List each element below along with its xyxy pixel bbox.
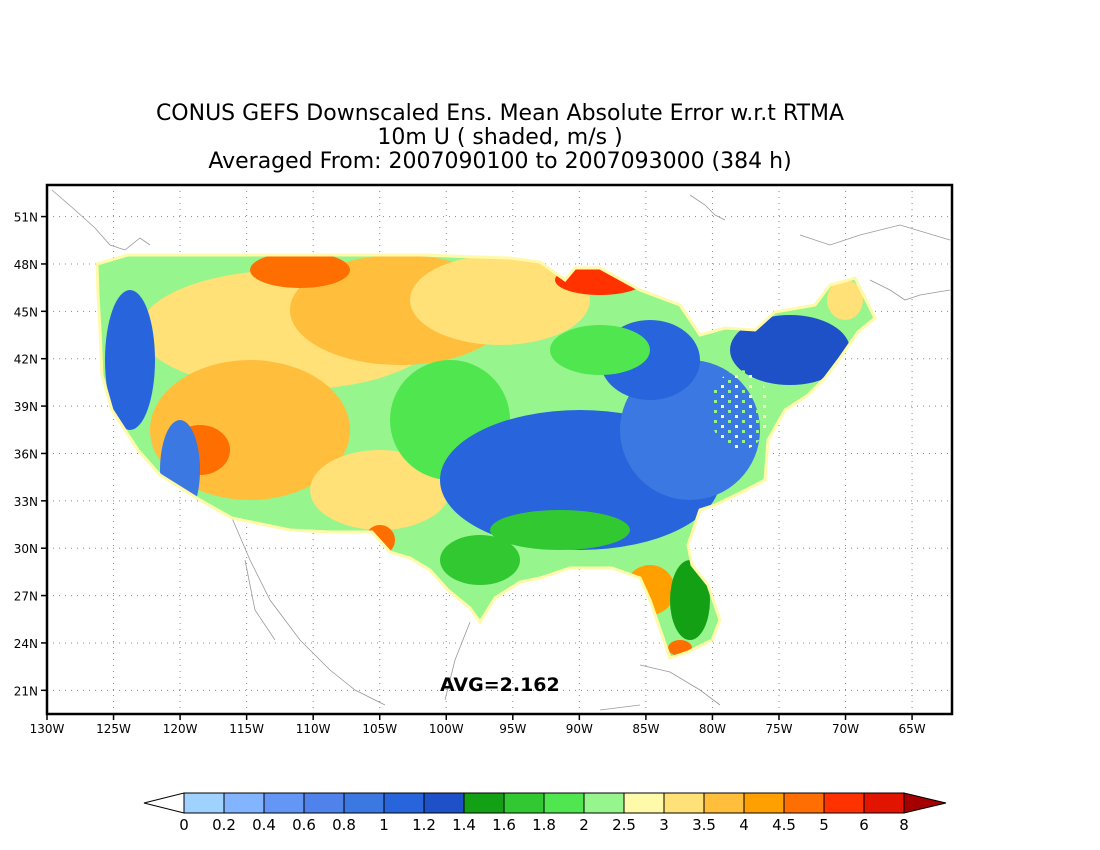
colorbar-label: 2 [579, 816, 589, 834]
lat-tick-label: 33N [14, 495, 38, 509]
colorbar-label: 6 [859, 816, 869, 834]
lat-tick-label: 48N [14, 258, 38, 272]
colorbar-bin [823, 792, 865, 814]
lon-tick-label: 105W [362, 722, 397, 736]
lat-tick-label: 45N [14, 305, 38, 319]
lon-tick-label: 115W [229, 722, 264, 736]
colorbar-bin [663, 792, 705, 814]
average-value: AVG=2.162 [440, 674, 560, 696]
colorbar-label: 8 [899, 816, 909, 834]
lat-tick-label: 51N [14, 211, 38, 225]
colorbar-bin [543, 792, 585, 814]
colorbar-label: 1.4 [452, 816, 476, 834]
lat-tick-label: 42N [14, 353, 38, 367]
lat-tick-label: 36N [14, 447, 38, 461]
lat-tick-label: 27N [14, 590, 38, 604]
colorbar-label: 0.6 [292, 816, 316, 834]
colorbar-bin [743, 792, 785, 814]
lon-tick-label: 70W [832, 722, 859, 736]
lon-tick-label: 100W [429, 722, 464, 736]
colorbar-label: 1.2 [412, 816, 436, 834]
colorbar-label: 0.2 [212, 816, 236, 834]
conus-border [95, 253, 877, 660]
title-line-1: CONUS GEFS Downscaled Ens. Mean Absolute… [155, 101, 845, 126]
colorbar-label: 0.4 [252, 816, 276, 834]
colorbar-label: 3.5 [692, 816, 716, 834]
lon-tick-label: 80W [699, 722, 726, 736]
colorbar-label: 1 [379, 816, 389, 834]
colorbar-bin [383, 792, 425, 814]
colorbar-label: 4.5 [772, 816, 796, 834]
map-frame [45, 183, 954, 716]
lon-tick-label: 130W [30, 722, 65, 736]
colorbar-bin [423, 792, 465, 814]
lon-tick-label: 65W [899, 722, 926, 736]
colorbar-label: 4 [739, 816, 749, 834]
colorbar-bin [263, 792, 305, 814]
colorbar-label: 2.5 [612, 816, 636, 834]
colorbar-bin [223, 792, 265, 814]
lon-tick-label: 85W [632, 722, 659, 736]
colorbar-bin [783, 792, 825, 814]
colorbar-label: 3 [659, 816, 669, 834]
longitude-labels: 130W 125W 120W 115W 110W 105W 100W 95W 90W 85W 80W… [30, 714, 926, 736]
colorbar-bin [583, 792, 625, 814]
lon-tick-label: 125W [96, 722, 131, 736]
colorbar-under-arrow [143, 792, 185, 814]
colorbar-bin [503, 792, 545, 814]
title-line-2: 10m U ( shaded, m/s ) [377, 125, 623, 150]
colorbar-label: 1.8 [532, 816, 556, 834]
colorbar-label: 5 [819, 816, 829, 834]
coastline-outlines [51, 189, 951, 711]
lat-tick-label: 39N [14, 400, 38, 414]
lon-tick-label: 110W [296, 722, 331, 736]
lon-tick-label: 75W [765, 722, 792, 736]
lon-tick-label: 90W [566, 722, 593, 736]
colorbar-bin [183, 792, 225, 814]
colorbar-bin [863, 792, 905, 814]
map-title: CONUS GEFS Downscaled Ens. Mean Absolute… [40, 102, 960, 174]
lat-tick-label: 24N [14, 637, 38, 651]
colorbar: 0 0.2 0.4 0.6 0.8 1 1.2 1.4 1.6 1.8 2 2.5 3 3.5 4 4.5 5 6… [143, 792, 947, 834]
latitude-labels: 21N 24N 27N 30N 33N 36N 39N 42N 45N 48N 51N [14, 211, 47, 698]
colorbar-label: 0.8 [332, 816, 356, 834]
colorbar-bin [343, 792, 385, 814]
colorbar-bin [303, 792, 345, 814]
colorbar-label: 1.6 [492, 816, 516, 834]
colorbar-bin [623, 792, 665, 814]
colorbar-bin [703, 792, 745, 814]
title-line-3: Averaged From: 2007090100 to 2007093000 … [208, 149, 792, 174]
colorbar-bin [463, 792, 505, 814]
lat-tick-label: 21N [14, 684, 38, 698]
colorbar-over-arrow [903, 792, 947, 814]
colorbar-label: 0 [179, 816, 189, 834]
lon-tick-label: 120W [163, 722, 198, 736]
lat-tick-label: 30N [14, 542, 38, 556]
lon-tick-label: 95W [499, 722, 526, 736]
